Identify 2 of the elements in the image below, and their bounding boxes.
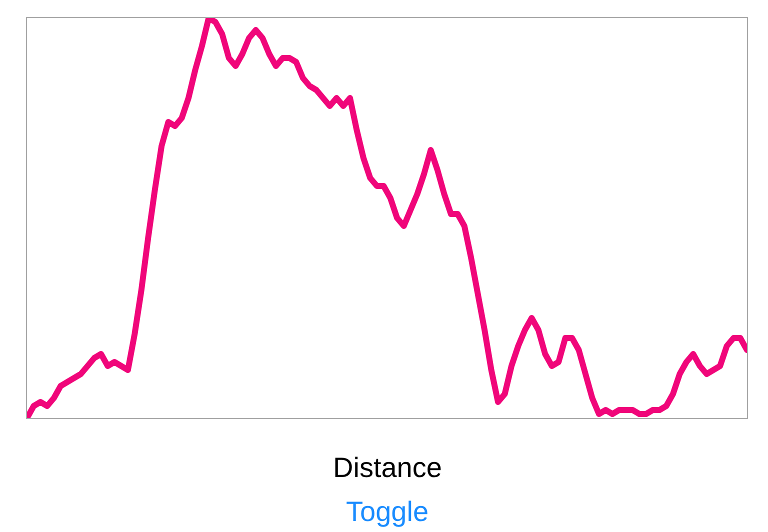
text: Toggle — [346, 496, 429, 527]
x-axis-title: Distance — [333, 452, 442, 483]
